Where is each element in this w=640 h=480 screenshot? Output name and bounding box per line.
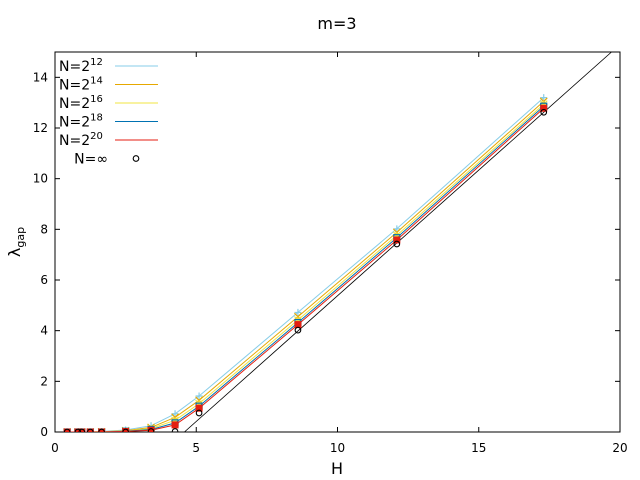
legend-label: N=220 xyxy=(59,131,103,149)
data-point xyxy=(393,240,401,248)
series-line xyxy=(67,103,545,432)
data-point xyxy=(147,428,155,432)
legend-label-exponent: 14 xyxy=(90,76,103,87)
series-line xyxy=(67,97,545,432)
data-point xyxy=(540,94,548,102)
data-point xyxy=(540,108,548,116)
x-tick-label: 20 xyxy=(612,441,627,455)
data-point xyxy=(392,231,401,240)
data-point xyxy=(195,392,203,400)
series-line xyxy=(67,105,545,432)
data-point xyxy=(540,104,548,112)
data-point xyxy=(294,308,302,316)
axis-ticks: 0 5 10 15 20 0 2 4 6 8 10 12 14 xyxy=(33,52,628,455)
y-axis-label-sub: gap xyxy=(14,227,27,248)
legend-label: N=212 xyxy=(59,57,103,75)
data-point xyxy=(122,428,129,432)
y-tick-label: 12 xyxy=(33,121,48,135)
legend-label: N=218 xyxy=(59,113,103,131)
y-tick-label: 10 xyxy=(33,172,48,186)
y-axis-label-main: λ xyxy=(5,248,24,257)
x-tick-label: 0 xyxy=(51,441,59,455)
y-tick-label: 4 xyxy=(40,324,48,338)
y-tick-label: 0 xyxy=(40,425,48,439)
data-point xyxy=(171,421,179,429)
series-line xyxy=(67,101,545,432)
y-tick-label: 14 xyxy=(33,70,48,84)
plot-content xyxy=(63,52,612,432)
data-point xyxy=(294,326,302,334)
x-tick-label: 5 xyxy=(192,441,200,455)
legend-label: N=214 xyxy=(59,76,103,94)
data-point xyxy=(171,410,179,418)
data-point xyxy=(132,155,140,162)
x-tick-label: 15 xyxy=(471,441,486,455)
data-point xyxy=(86,428,94,432)
data-point xyxy=(78,428,86,432)
data-point xyxy=(195,409,203,417)
legend-label-exponent: 12 xyxy=(90,57,103,68)
legend-label: N=216 xyxy=(59,94,103,112)
legend-label: N=∞ xyxy=(74,152,108,168)
y-tick-label: 2 xyxy=(40,374,48,388)
data-point xyxy=(393,225,401,233)
data-point xyxy=(539,100,548,109)
y-axis-label: λgap xyxy=(5,227,27,257)
y-tick-label: 6 xyxy=(40,273,48,287)
data-point xyxy=(98,428,105,432)
series-line xyxy=(67,107,545,432)
legend-label-exponent: 20 xyxy=(90,131,103,142)
legend-label-exponent: 16 xyxy=(90,94,103,105)
data-point xyxy=(294,321,302,329)
data-point xyxy=(63,428,71,432)
x-axis-label: H xyxy=(331,459,343,478)
data-point xyxy=(393,236,401,244)
data-point xyxy=(195,404,203,412)
plot-clipped xyxy=(63,52,612,432)
data-point xyxy=(171,428,179,432)
data-point xyxy=(74,428,82,432)
chart-title: m=3 xyxy=(317,14,356,33)
x-tick-label: 10 xyxy=(330,441,345,455)
legend-label-exponent: 18 xyxy=(90,113,103,124)
y-tick-label: 8 xyxy=(40,222,48,236)
